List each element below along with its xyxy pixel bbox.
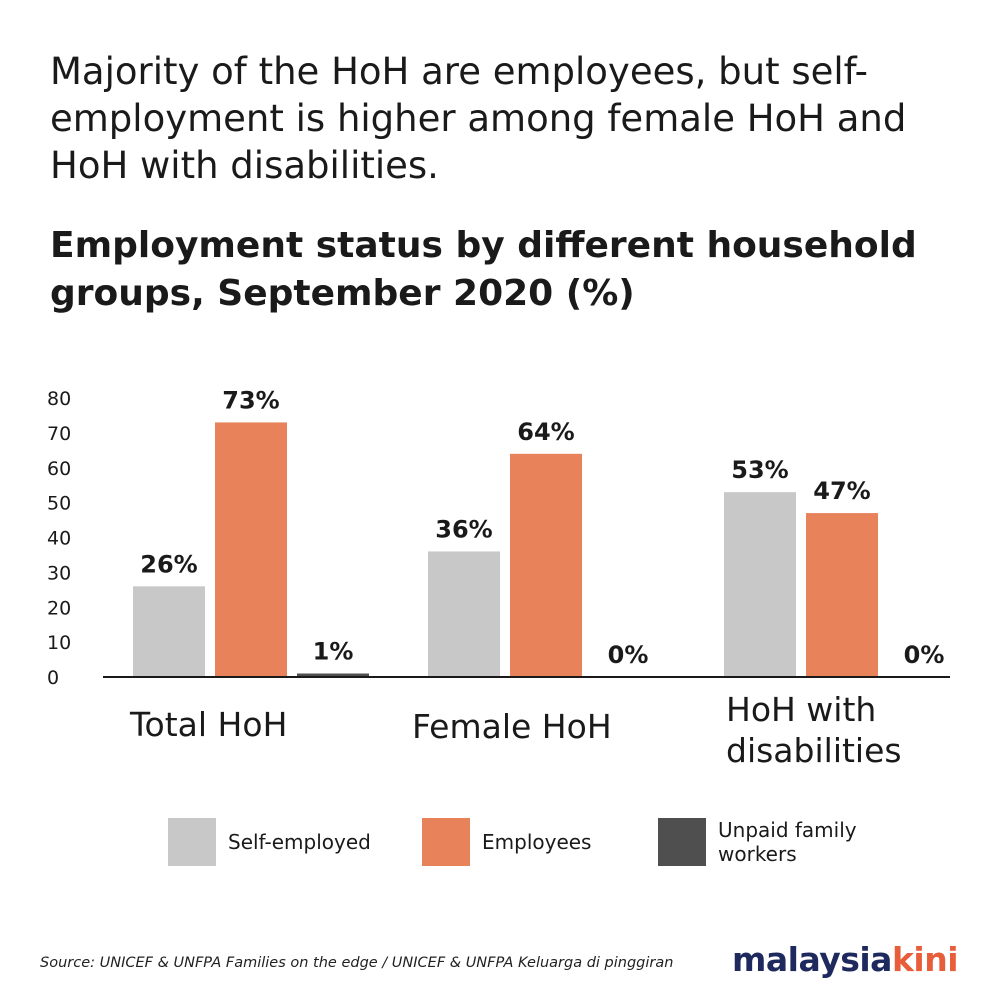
category-label: HoH with <box>726 690 876 729</box>
data-label: 53% <box>731 456 788 484</box>
legend-label-unpaid: Unpaid family workers <box>718 818 878 866</box>
bar-self-employed <box>428 551 500 677</box>
legend-label-unpaid-line1: Unpaid family <box>718 818 857 842</box>
legend-swatch-employees <box>422 818 470 866</box>
y-tick-label: 70 <box>47 423 71 445</box>
brand-logo: malaysiakini <box>731 940 959 979</box>
data-label: 73% <box>222 386 279 414</box>
legend-item-unpaid: Unpaid family workers <box>658 818 878 866</box>
legend-item-self-employed: Self-employed <box>168 818 388 866</box>
bar-employees <box>215 422 287 677</box>
bar-employees <box>806 513 878 677</box>
legend: Self-employed Employees Unpaid family wo… <box>0 818 1000 868</box>
legend-item-employees: Employees <box>422 818 642 866</box>
y-tick-label: 0 <box>47 667 59 689</box>
category-label: Female HoH <box>412 707 612 746</box>
y-tick-label: 60 <box>47 458 71 480</box>
category-label: disabilities <box>726 731 902 770</box>
bar-employees <box>510 453 582 677</box>
data-label: 26% <box>140 550 197 578</box>
source-note: Source: UNICEF & UNFPA Families on the e… <box>40 955 674 971</box>
bar-chart: 0 10 20 30 40 50 60 70 80 26% 36% 53% 73% 64% 47% 1% 0% 0… <box>47 386 950 770</box>
y-tick-label: 30 <box>47 562 71 584</box>
legend-label-unpaid-line2: workers <box>718 842 797 866</box>
legend-swatch-self-employed <box>168 818 216 866</box>
brand-logo-part2: kini <box>891 940 959 979</box>
data-label: 0% <box>904 641 945 669</box>
bar-self-employed <box>133 586 205 677</box>
category-label: Total HoH <box>129 705 287 744</box>
brand-logo-part1: malaysia <box>731 940 892 979</box>
y-tick-label: 20 <box>47 597 71 619</box>
chart-title: Employment status by different household… <box>50 225 917 314</box>
y-tick-label: 50 <box>47 493 71 515</box>
data-label: 1% <box>313 638 354 666</box>
headline: Majority of the HoH are employees, but s… <box>50 50 907 187</box>
bar-self-employed <box>724 492 796 677</box>
legend-swatch-unpaid <box>658 818 706 866</box>
y-tick-label: 80 <box>47 388 71 410</box>
bar-unpaid-family-workers <box>297 673 369 677</box>
data-label: 47% <box>813 477 870 505</box>
y-tick-label: 10 <box>47 632 71 654</box>
data-label: 0% <box>608 641 649 669</box>
legend-label-employees: Employees <box>482 830 592 854</box>
data-label: 64% <box>517 418 574 446</box>
legend-label-self-employed: Self-employed <box>228 830 371 854</box>
data-label: 36% <box>435 515 492 543</box>
y-tick-label: 40 <box>47 528 71 550</box>
